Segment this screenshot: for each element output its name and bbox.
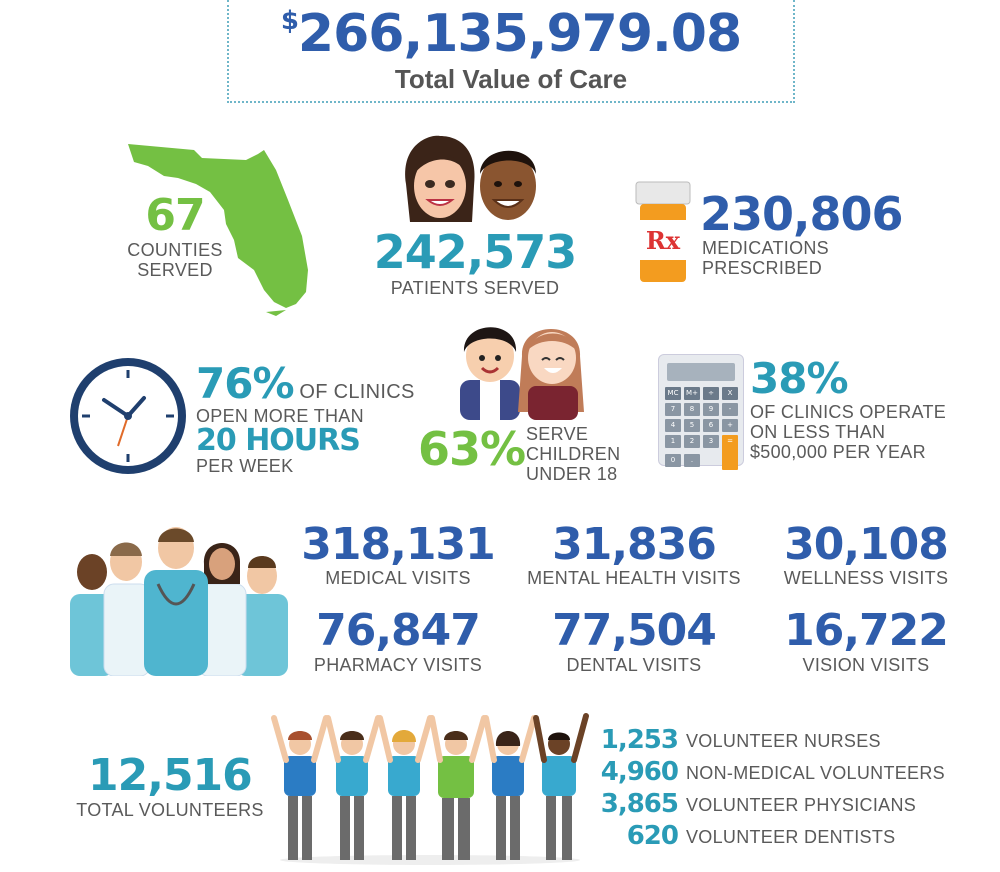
children-label: SERVE CHILDREN UNDER 18 [526,424,646,484]
visits-mental-health-value: 31,836 [552,519,717,570]
non-medical-volunteers-row: 4,960 NON-MEDICAL VOLUNTEERS [580,756,1000,788]
calculator-icon: MC M+ ÷ X 7 8 9- 4 5 6 +1 2 3 = 0. [658,354,744,470]
calculator-key: 8 [684,403,700,416]
volunteer-dentists-label: VOLUNTEER DENTISTS [686,827,896,847]
clinic-hours-pct: 76% [196,359,295,408]
calculator-key: = [722,435,738,470]
calculator-key: 0 [665,454,681,467]
volunteers-total-value: 12,516 [88,750,253,801]
volunteer-nurses-label: VOLUNTEER NURSES [686,731,881,751]
counties-label-line2: SERVED [137,260,213,280]
visits-vision-label: VISION VISITS [802,655,930,675]
total-value-box [227,0,795,103]
volunteer-physicians-row: 3,865 VOLUNTEER PHYSICIANS [580,788,1000,820]
children-label-line2: CHILDREN [526,444,621,464]
calculator-key: + [722,419,738,432]
volunteers-total-label: TOTAL VOLUNTEERS [76,800,264,820]
calculator-key: MC [665,387,681,400]
volunteer-physicians-label: VOLUNTEER PHYSICIANS [686,795,917,815]
budget-pct: 38% [750,354,849,403]
currency-symbol: $ [280,6,299,36]
non-medical-volunteers-label: NON-MEDICAL VOLUNTEERS [686,763,945,783]
calculator-key: . [684,454,700,467]
clinic-hours-block: 76% OF CLINICS OPEN MORE THAN 20 HOURS P… [196,359,436,477]
calculator-key: 5 [684,419,700,432]
calculator-key: X [722,387,738,400]
total-label: Total Value of Care [394,64,628,94]
visits-medical-value: 318,131 [301,519,495,570]
visits-dental-label: DENTAL VISITS [566,655,702,675]
visits-mental-health-label: MENTAL HEALTH VISITS [527,568,741,588]
calculator-key: - [722,403,738,416]
visits-pharmacy-value: 76,847 [316,605,481,656]
children-label-line1: SERVE [526,424,589,444]
clock-icon [70,358,186,474]
visits-pharmacy-label: PHARMACY VISITS [313,655,483,675]
calculator-display [667,363,735,381]
children-pct: 63% [418,422,526,476]
volunteers-group-icon [271,713,589,865]
volunteer-nurses-row: 1,253 VOLUNTEER NURSES [580,724,1000,756]
budget-label: OF CLINICS OPERATE ON LESS THAN $500,000… [750,402,970,462]
medications-label-line1: MEDICATIONS [702,238,829,258]
clinic-hours-text1: OF CLINICS [293,381,415,403]
budget-label-line3: $500,000 PER YEAR [750,442,926,462]
calculator-key: M+ [684,387,700,400]
counties-label-line1: COUNTIES [127,240,223,260]
calculator-key: 6 [703,419,719,432]
medications-label-line2: PRESCRIBED [702,258,823,278]
medical-staff-icon [70,527,288,676]
visits-medical-label: MEDICAL VISITS [325,568,471,588]
visits-vision-value: 16,722 [784,605,949,656]
calculator-key: ÷ [703,387,719,400]
budget-label-line1: OF CLINICS OPERATE [750,402,947,422]
florida-map-icon [128,144,308,316]
visits-dental-value: 77,504 [552,605,717,656]
patients-label: PATIENTS SERVED [390,278,560,298]
clinic-hours-text2: OPEN MORE THAN [196,406,364,426]
total-value: $266,135,979.08 [227,4,795,64]
clinic-hours-20-hours: 20 HOURS [196,423,361,458]
calculator-key: 4 [665,419,681,432]
volunteer-dentists-value: 620 [626,821,679,851]
visits-wellness-value: 30,108 [784,519,949,570]
medications-label: MEDICATIONS PRESCRIBED [702,238,902,278]
prescription-bottle-icon: Rx [635,181,691,282]
calculator-key: 1 [665,435,681,448]
non-medical-volunteers-value: 4,960 [600,757,679,787]
rx-symbol: Rx [646,226,681,255]
visits-wellness-label: WELLNESS VISITS [783,568,949,588]
budget-label-line2: ON LESS THAN [750,422,886,442]
total-amount: 266,135,979.08 [297,4,742,64]
clinic-hours-text3: PER WEEK [196,456,294,476]
calculator-keys: MC M+ ÷ X 7 8 9- 4 5 6 +1 2 3 = 0. [665,387,738,486]
volunteer-nurses-value: 1,253 [600,725,679,755]
volunteer-figure-1 [271,715,329,860]
patients-value: 242,573 [373,225,578,279]
children-icon [460,327,584,420]
counties-value: 67 [145,190,205,241]
calculator-key: 7 [665,403,681,416]
children-label-line3: UNDER 18 [526,464,618,484]
medications-value: 230,806 [700,187,904,241]
volunteer-dentists-row: 620 VOLUNTEER DENTISTS [580,820,1000,852]
calculator-key: 9 [703,403,719,416]
counties-label: COUNTIES SERVED [110,240,240,280]
volunteer-physicians-value: 3,865 [600,789,679,819]
patients-faces-icon [405,135,536,222]
calculator-key: 2 [684,435,700,448]
calculator-key: 3 [703,435,719,448]
